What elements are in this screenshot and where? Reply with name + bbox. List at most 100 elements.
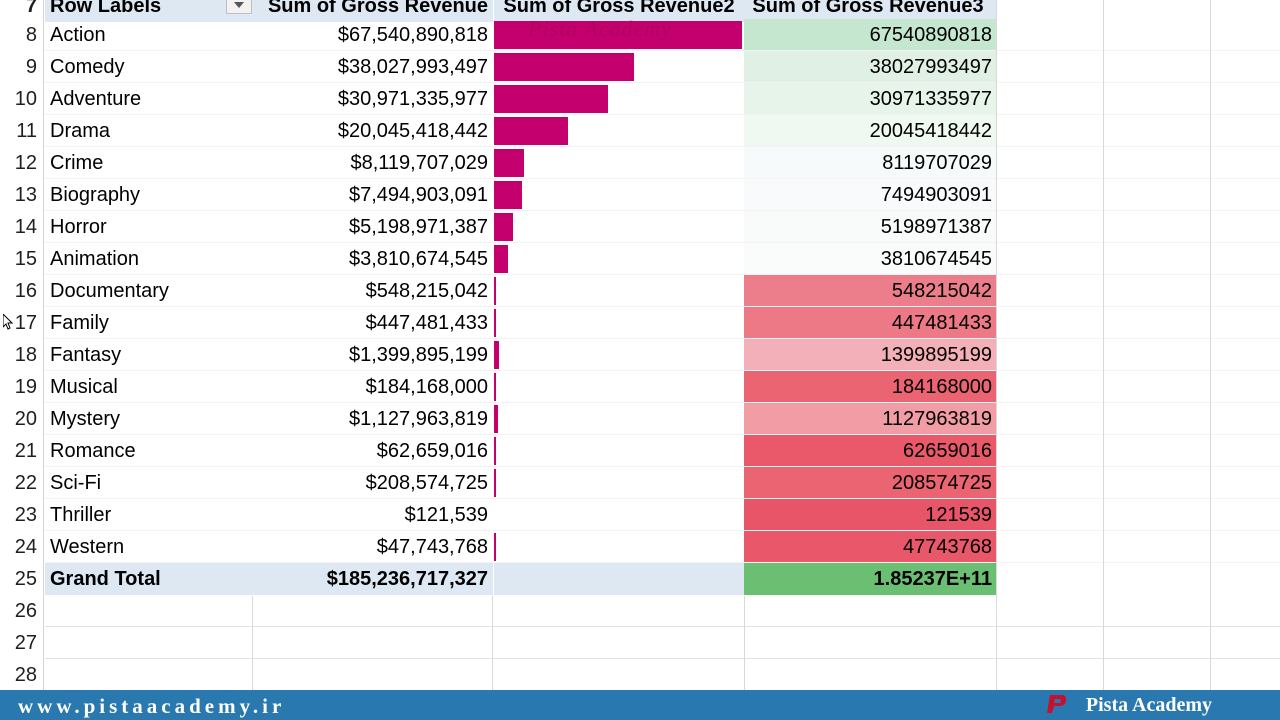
row-number[interactable]: 8 (0, 19, 44, 51)
gross-revenue-heat-value[interactable]: 38027993497 (744, 51, 997, 83)
genre-label[interactable]: Western (50, 536, 125, 558)
gross-revenue-heat-value[interactable]: 67540890818 (744, 19, 997, 51)
gross-revenue-heat-value[interactable]: 8119707029 (744, 147, 997, 179)
gross-revenue-value[interactable]: $548,215,042 (365, 280, 488, 302)
row-number[interactable]: 13 (0, 179, 44, 211)
gross-revenue-value[interactable]: $7,494,903,091 (348, 184, 488, 206)
data-bar-cell[interactable] (494, 435, 744, 467)
genre-label[interactable]: Romance (50, 440, 136, 462)
sum-gross-revenue-header[interactable]: Sum of Gross Revenue (253, 0, 493, 22)
data-bar-cell[interactable] (494, 403, 744, 435)
data-bar-cell[interactable] (494, 499, 744, 531)
row-number[interactable]: 25 (0, 563, 44, 595)
gross-revenue-value[interactable]: $1,127,963,819 (348, 408, 488, 430)
gross-revenue-value[interactable]: $184,168,000 (365, 376, 488, 398)
data-bar-cell[interactable] (494, 275, 744, 307)
gross-revenue-heat-value[interactable]: 5198971387 (744, 211, 997, 243)
genre-label[interactable]: Animation (50, 248, 139, 270)
data-bar-cell[interactable] (494, 531, 744, 563)
row-labels-header[interactable]: Row Labels (45, 0, 253, 22)
gross-revenue-heat-value[interactable]: 447481433 (744, 307, 997, 339)
gridline (45, 498, 1280, 499)
gross-revenue-value[interactable]: $121,539 (404, 504, 488, 526)
genre-label[interactable]: Comedy (50, 56, 125, 78)
data-bar-cell[interactable] (494, 147, 744, 179)
data-bar-cell[interactable] (494, 307, 744, 339)
gross-revenue-heat-value[interactable]: 1127963819 (744, 403, 997, 435)
row-number[interactable]: 28 (0, 659, 44, 690)
genre-label[interactable]: Horror (50, 216, 107, 238)
row-number[interactable]: 26 (0, 595, 44, 627)
genre-label[interactable]: Drama (50, 120, 111, 142)
genre-label[interactable]: Musical (50, 376, 118, 398)
gross-revenue-heat-value[interactable]: 1399895199 (744, 339, 997, 371)
gross-revenue-value[interactable]: $20,045,418,442 (337, 120, 488, 142)
data-bar-cell[interactable] (494, 211, 744, 243)
gross-revenue-heat-value[interactable]: 121539 (744, 499, 997, 531)
sum-gross-revenue3-header[interactable]: Sum of Gross Revenue3 (744, 0, 997, 22)
data-bar-cell[interactable] (494, 179, 744, 211)
grand-total-value[interactable]: 1.85237E+11 (744, 563, 997, 595)
gross-revenue-heat-value[interactable]: 62659016 (744, 435, 997, 467)
sum-gross-revenue2-header[interactable]: Sum of Gross Revenue2 (494, 0, 744, 22)
gross-revenue-heat-value[interactable]: 47743768 (744, 531, 997, 563)
grand-total-revenue[interactable]: $185,236,717,327 (253, 563, 493, 595)
gross-revenue-value[interactable]: $1,399,895,199 (348, 344, 488, 366)
row-number[interactable]: 19 (0, 371, 44, 403)
gross-revenue-value[interactable]: $447,481,433 (365, 312, 488, 334)
gross-revenue-value[interactable]: $8,119,707,029 (350, 152, 488, 174)
data-bar-cell[interactable] (494, 19, 744, 51)
data-bar-cell[interactable] (494, 467, 744, 499)
row-number[interactable]: 27 (0, 627, 44, 659)
data-bar-cell[interactable] (494, 243, 744, 275)
genre-label[interactable]: Biography (50, 184, 141, 206)
genre-label[interactable]: Sci-Fi (50, 472, 102, 494)
row-number[interactable]: 9 (0, 51, 44, 83)
genre-label[interactable]: Mystery (50, 408, 120, 430)
genre-label[interactable]: Adventure (50, 88, 142, 110)
gross-revenue-value[interactable]: $5,198,971,387 (348, 216, 488, 238)
genre-label[interactable]: Family (50, 312, 109, 334)
row-number[interactable]: 24 (0, 531, 44, 563)
gross-revenue-value[interactable]: $30,971,335,977 (337, 88, 488, 110)
row-number[interactable]: 14 (0, 211, 44, 243)
genre-label[interactable]: Thriller (50, 504, 112, 526)
gross-revenue-heat-value[interactable]: 7494903091 (744, 179, 997, 211)
row-number[interactable]: 23 (0, 499, 44, 531)
data-bar-cell[interactable] (494, 339, 744, 371)
row-number[interactable]: 7 (0, 0, 44, 22)
row-number[interactable]: 15 (0, 243, 44, 275)
data-bar-cell[interactable] (494, 115, 744, 147)
gross-revenue-value[interactable]: $67,540,890,818 (337, 24, 488, 46)
grand-total-bar-cell[interactable] (494, 563, 744, 595)
gross-revenue-value[interactable]: $47,743,768 (376, 536, 488, 558)
row-number[interactable]: 21 (0, 435, 44, 467)
gross-revenue-heat-value[interactable]: 184168000 (744, 371, 997, 403)
gridline (45, 242, 1280, 243)
row-number[interactable]: 10 (0, 83, 44, 115)
gross-revenue-value[interactable]: $62,659,016 (376, 440, 488, 462)
row-labels-filter-button[interactable] (226, 0, 252, 14)
data-bar-cell[interactable] (494, 83, 744, 115)
row-number[interactable]: 20 (0, 403, 44, 435)
genre-label[interactable]: Action (50, 24, 106, 46)
genre-label[interactable]: Fantasy (50, 344, 122, 366)
row-number[interactable]: 18 (0, 339, 44, 371)
grand-total-label[interactable]: Grand Total (45, 563, 253, 595)
row-number[interactable]: 11 (0, 115, 44, 147)
gross-revenue-value[interactable]: $3,810,674,545 (348, 248, 488, 270)
genre-label[interactable]: Documentary (50, 280, 169, 302)
gross-revenue-value[interactable]: $208,574,725 (365, 472, 488, 494)
gross-revenue-heat-value[interactable]: 3810674545 (744, 243, 997, 275)
genre-label[interactable]: Crime (50, 152, 104, 174)
gross-revenue-heat-value[interactable]: 30971335977 (744, 83, 997, 115)
gross-revenue-heat-value[interactable]: 548215042 (744, 275, 997, 307)
data-bar-cell[interactable] (494, 51, 744, 83)
data-bar-cell[interactable] (494, 371, 744, 403)
row-number[interactable]: 16 (0, 275, 44, 307)
gross-revenue-heat-value[interactable]: 20045418442 (744, 115, 997, 147)
gross-revenue-heat-value[interactable]: 208574725 (744, 467, 997, 499)
row-number[interactable]: 22 (0, 467, 44, 499)
row-number[interactable]: 12 (0, 147, 44, 179)
gross-revenue-value[interactable]: $38,027,993,497 (337, 56, 488, 78)
